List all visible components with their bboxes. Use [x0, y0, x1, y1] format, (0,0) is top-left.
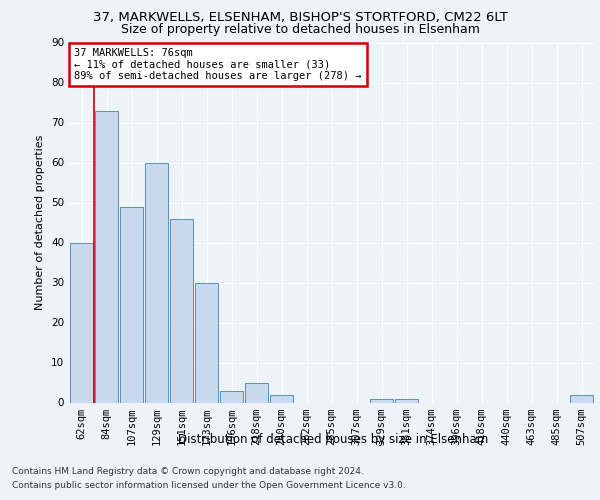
- Bar: [70, 242, 94, 402]
- Bar: [170, 218, 193, 402]
- Bar: [245, 382, 268, 402]
- Bar: [395, 398, 418, 402]
- Bar: [119, 206, 143, 402]
- Text: Contains public sector information licensed under the Open Government Licence v3: Contains public sector information licen…: [12, 481, 406, 490]
- Bar: [145, 162, 169, 402]
- Text: Size of property relative to detached houses in Elsenham: Size of property relative to detached ho…: [121, 22, 479, 36]
- Bar: [569, 394, 593, 402]
- Bar: [194, 282, 218, 403]
- Text: 37 MARKWELLS: 76sqm
← 11% of detached houses are smaller (33)
89% of semi-detach: 37 MARKWELLS: 76sqm ← 11% of detached ho…: [74, 48, 362, 81]
- Bar: [220, 390, 244, 402]
- Bar: [370, 398, 394, 402]
- Text: Distribution of detached houses by size in Elsenham: Distribution of detached houses by size …: [178, 432, 488, 446]
- Bar: [95, 110, 118, 403]
- Y-axis label: Number of detached properties: Number of detached properties: [35, 135, 46, 310]
- Bar: [269, 394, 293, 402]
- Text: 37, MARKWELLS, ELSENHAM, BISHOP'S STORTFORD, CM22 6LT: 37, MARKWELLS, ELSENHAM, BISHOP'S STORTF…: [92, 11, 508, 24]
- Text: Contains HM Land Registry data © Crown copyright and database right 2024.: Contains HM Land Registry data © Crown c…: [12, 467, 364, 476]
